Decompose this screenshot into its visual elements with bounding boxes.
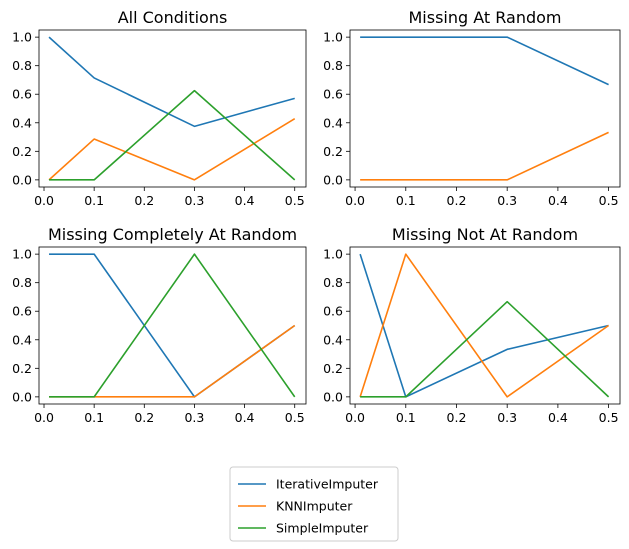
series-line-knnimputer [359,253,610,398]
legend-entry: KNNImputer [238,499,353,514]
series-line-simpleimputer [49,253,296,398]
axes-frame [349,246,621,405]
axes-frame [349,29,621,188]
series-line-knnimputer [360,131,609,181]
x-tick-label: 0.3 [184,193,204,208]
y-tick-label: 0.0 [323,172,343,187]
x-tick-label: 0.4 [548,410,568,425]
y-tick-label: 0.0 [12,389,32,404]
series-line-simpleimputer [49,89,296,181]
x-tick-label: 0.4 [235,193,255,208]
x-tick-label: 0.1 [396,410,416,425]
y-tick-label: 0.2 [323,144,343,159]
x-tick-label: 0.4 [548,193,568,208]
x-tick-label: 0.0 [345,410,365,425]
x-tick-label: 0.4 [235,410,255,425]
subplot-title: All Conditions [118,8,228,27]
x-tick-label: 0.3 [184,410,204,425]
y-tick-label: 0.0 [323,389,343,404]
x-tick-label: 0.3 [497,410,517,425]
axes-frame [38,29,307,188]
y-tick-label: 0.8 [323,58,343,73]
x-tick-label: 0.5 [599,410,619,425]
x-tick-label: 0.1 [396,193,416,208]
y-tick-label: 0.2 [12,144,32,159]
legend-entry: IterativeImputer [238,477,379,492]
x-tick-label: 0.0 [34,410,54,425]
legend-box [229,466,399,542]
series-line-iterativeimputer [359,253,609,398]
subplot-3: Missing Completely At Random 0.0 0.1 0.2 0.3… [12,225,307,425]
subplot-title: Missing Completely At Random [48,225,297,244]
y-tick-label: 0.4 [12,332,32,347]
x-tick-label: 0.2 [447,410,467,425]
x-tick-label: 0.5 [599,193,619,208]
y-tick-label: 0.0 [12,172,32,187]
x-tick-label: 0.5 [285,193,305,208]
y-tick-label: 0.6 [12,304,32,319]
y-tick-label: 0.8 [12,58,32,73]
y-tick-label: 0.8 [323,275,343,290]
axes-frame [38,246,307,405]
subplot-1: All Conditions 0.0 0.1 0.2 0.3 0.4 0.5 0.0 0.2 0.… [12,8,307,208]
subplot-title: Missing Not At Random [392,225,578,244]
y-tick-label: 0.2 [12,361,32,376]
x-tick-label: 0.2 [134,410,154,425]
y-tick-label: 1.0 [323,30,343,45]
series-line-knnimputer [49,324,296,398]
series-line-iterativeimputer [360,36,609,86]
y-tick-label: 0.4 [323,115,343,130]
x-tick-label: 0.0 [345,193,365,208]
x-tick-label: 0.1 [84,193,104,208]
y-tick-label: 1.0 [12,247,32,262]
subplot-grid: All Conditions 0.0 0.1 0.2 0.3 0.4 0.5 0.0 0.2 0.… [12,8,621,425]
x-tick-label: 0.1 [84,410,104,425]
x-tick-label: 0.3 [497,193,517,208]
x-tick-label: 0.5 [285,410,305,425]
y-tick-label: 0.4 [323,332,343,347]
y-tick-label: 1.0 [323,247,343,262]
x-tick-label: 0.2 [134,193,154,208]
y-tick-label: 0.4 [12,115,32,130]
series-line-knnimputer [48,117,296,181]
series-line-simpleimputer [360,300,610,398]
y-tick-label: 0.6 [323,304,343,319]
y-tick-label: 0.2 [323,361,343,376]
subplot-title: Missing At Random [408,8,561,27]
x-tick-label: 0.0 [34,193,54,208]
subplot-4: Missing Not At Random 0.0 0.1 0.2 0.3 0.4 0.5 0… [323,225,621,425]
y-tick-label: 0.6 [323,87,343,102]
y-tick-label: 1.0 [12,30,32,45]
legend-label: IterativeImputer [276,477,379,492]
series-line-iterativeimputer [48,36,295,128]
subplot-2: Missing At Random 0.0 0.1 0.2 0.3 0.4 0.5 0.0 0.… [323,8,621,208]
legend-label: SimpleImputer [276,521,369,536]
legend-label: KNNImputer [276,499,353,514]
y-tick-label: 0.6 [12,87,32,102]
legend: IterativeImputer KNNImputer SimpleImputer [229,466,399,542]
y-tick-label: 0.8 [12,275,32,290]
series-line-iterativeimputer [49,253,296,398]
legend-entry: SimpleImputer [238,521,369,536]
x-tick-label: 0.2 [447,193,467,208]
